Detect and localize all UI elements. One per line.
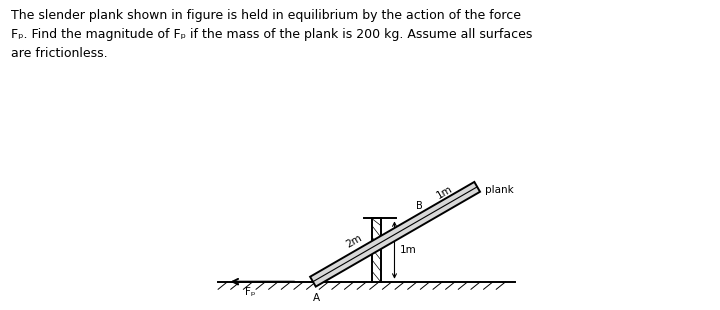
Text: 1m: 1m <box>435 184 454 201</box>
Text: 1m: 1m <box>400 245 416 255</box>
Text: The slender plank shown in figure is held in equilibrium by the action of the fo: The slender plank shown in figure is hel… <box>11 9 532 60</box>
Polygon shape <box>372 219 381 282</box>
Text: B: B <box>416 201 423 211</box>
Text: Fₚ: Fₚ <box>245 287 255 297</box>
Polygon shape <box>310 182 480 287</box>
Text: 2m: 2m <box>344 233 364 250</box>
Text: plank: plank <box>485 185 513 195</box>
Text: A: A <box>312 293 320 303</box>
